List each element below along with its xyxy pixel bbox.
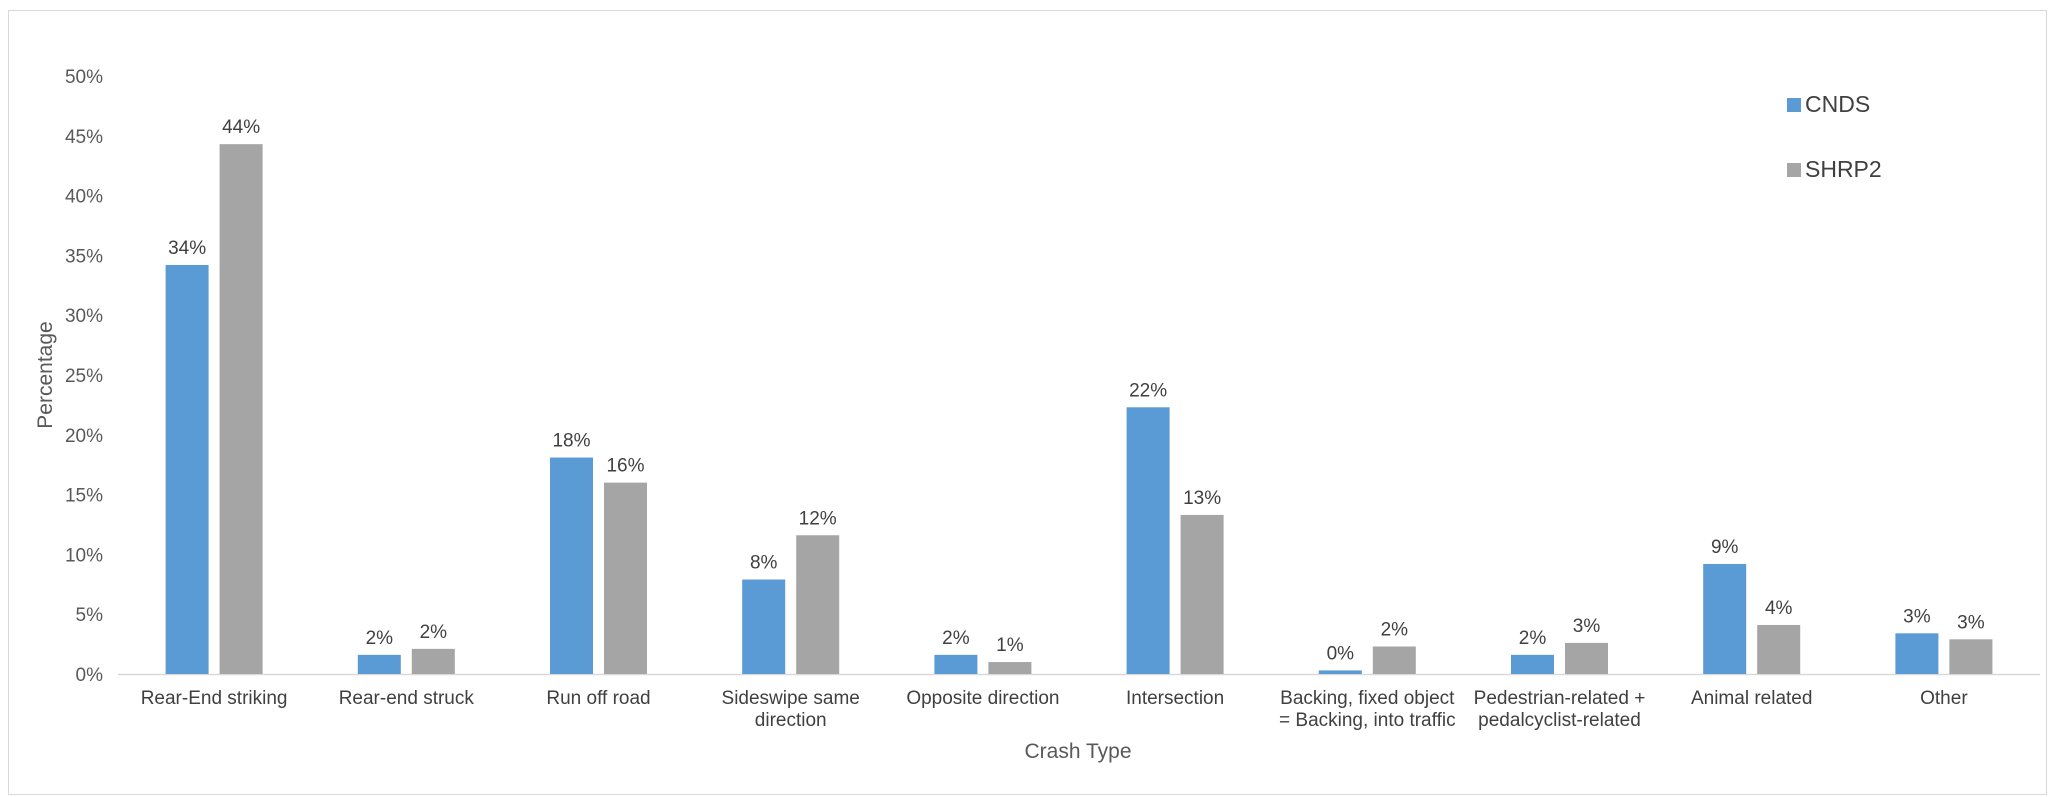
bar-cnds xyxy=(934,654,978,674)
data-label-shrp2: 1% xyxy=(996,635,1024,656)
legend-label-shrp2: SHRP2 xyxy=(1805,156,1882,182)
bar-shrp2 xyxy=(796,535,840,674)
x-category-label: Backing, fixed object = Backing, into tra… xyxy=(1279,688,1456,731)
data-label-shrp2: 16% xyxy=(606,456,644,477)
data-label-cnds: 22% xyxy=(1129,380,1167,401)
data-label-shrp2: 12% xyxy=(799,508,837,529)
x-category-label: Rear-end struck xyxy=(339,688,475,709)
y-tick-label: 40% xyxy=(65,187,103,208)
bar-shrp2 xyxy=(411,648,455,674)
data-label-cnds: 3% xyxy=(1903,606,1931,627)
data-label-shrp2: 2% xyxy=(420,622,448,643)
y-axis-title: Percentage xyxy=(34,321,57,428)
data-label-cnds: 2% xyxy=(942,628,970,649)
bar-shrp2 xyxy=(1180,514,1224,674)
y-tick-label: 0% xyxy=(76,665,104,686)
x-category-label: Sideswipe same direction xyxy=(722,688,860,731)
bar-shrp2 xyxy=(1949,639,1993,674)
x-axis-title: Crash Type xyxy=(1025,740,1132,763)
y-tick-label: 20% xyxy=(65,426,103,447)
x-category-label: Rear-End striking xyxy=(141,688,288,709)
bar-cnds xyxy=(742,579,786,674)
y-tick-label: 10% xyxy=(65,545,103,566)
data-label-cnds: 0% xyxy=(1327,643,1355,664)
x-category-label: Pedestrian-related + pedalcyclist-related xyxy=(1474,688,1646,731)
bar-cnds xyxy=(1703,563,1747,674)
bar-cnds xyxy=(165,264,209,674)
bar-shrp2 xyxy=(1757,624,1801,674)
x-category-label: Run off road xyxy=(546,688,650,709)
data-label-cnds: 8% xyxy=(750,553,778,574)
bar-shrp2 xyxy=(1565,642,1608,674)
bar-cnds xyxy=(1895,633,1939,674)
bar-cnds xyxy=(550,457,593,674)
y-tick-label: 45% xyxy=(65,127,103,148)
bar-shrp2 xyxy=(1372,646,1416,674)
y-tick-label: 15% xyxy=(65,486,103,507)
legend-label-cnds: CNDS xyxy=(1805,91,1870,117)
data-label-cnds: 2% xyxy=(1519,628,1547,649)
y-tick-label: 25% xyxy=(65,366,103,387)
legend-swatch-shrp2 xyxy=(1787,163,1801,177)
data-label-shrp2: 3% xyxy=(1957,612,1985,633)
bar-cnds xyxy=(1318,670,1362,674)
data-label-shrp2: 44% xyxy=(222,117,260,138)
data-label-shrp2: 2% xyxy=(1381,619,1409,640)
x-category-label: Animal related xyxy=(1691,688,1812,709)
bar-cnds xyxy=(357,654,401,674)
data-label-shrp2: 13% xyxy=(1183,488,1221,509)
bar-cnds xyxy=(1126,407,1170,674)
y-tick-label: 30% xyxy=(65,306,103,327)
y-tick-label: 5% xyxy=(76,605,104,626)
bar-shrp2 xyxy=(219,144,263,674)
x-category-label: Opposite direction xyxy=(906,688,1059,709)
data-label-cnds: 9% xyxy=(1711,537,1739,558)
legend-swatch-cnds xyxy=(1787,98,1801,112)
y-tick-label: 35% xyxy=(65,246,103,267)
data-label-cnds: 18% xyxy=(552,431,590,452)
bar-shrp2 xyxy=(988,662,1032,674)
y-tick-label: 50% xyxy=(65,67,103,88)
x-category-label: Other xyxy=(1920,688,1968,709)
x-category-label: Intersection xyxy=(1126,688,1224,709)
bar-cnds xyxy=(1511,654,1554,674)
data-label-shrp2: 4% xyxy=(1765,598,1793,619)
bar-shrp2 xyxy=(604,482,647,674)
data-label-shrp2: 3% xyxy=(1573,616,1601,637)
data-label-cnds: 2% xyxy=(366,628,394,649)
data-label-cnds: 34% xyxy=(168,238,206,259)
